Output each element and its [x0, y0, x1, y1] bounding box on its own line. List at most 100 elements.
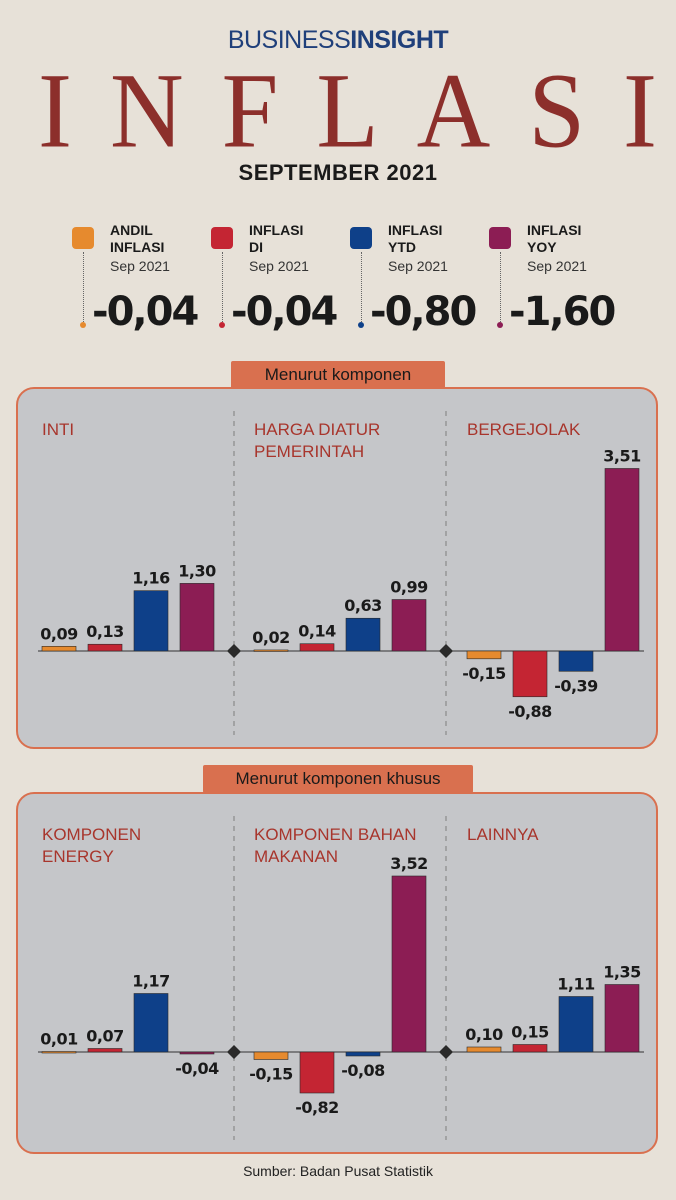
- bar: [41, 1051, 77, 1054]
- data-label: -0,88: [508, 702, 552, 721]
- bar: [604, 468, 640, 652]
- kpi-card: INFLASI DI Sep 2021 -0,04: [211, 222, 351, 342]
- kpi-label: INFLASI YOY: [527, 222, 582, 255]
- group-label: KOMPONEN BAHAN: [254, 825, 416, 844]
- data-label: 0,09: [40, 624, 78, 643]
- kpi-value: -0,04: [92, 289, 199, 335]
- data-label: 1,11: [557, 975, 595, 994]
- kpi-value: -0,04: [231, 289, 338, 335]
- data-label: -0,08: [341, 1061, 385, 1080]
- section2-title: Menurut komponen khusus: [203, 765, 473, 793]
- kpi-card: INFLASI YTD Sep 2021 -0,80: [350, 222, 490, 342]
- bar: [345, 1051, 381, 1057]
- bar-chart: KOMPONEN ENERGY 0,01 0,07 1,17 -0,04 KOMPONEN …: [38, 816, 644, 1140]
- legend-swatch: [211, 227, 233, 249]
- kpi-label: INFLASI YTD: [388, 222, 443, 255]
- group-label: MAKANAN: [254, 847, 338, 866]
- page-title: INFLASI: [38, 52, 676, 171]
- data-label: -0,15: [462, 664, 506, 683]
- bar: [512, 1044, 548, 1053]
- brand-part1: BUSINESS: [227, 26, 351, 54]
- bar: [466, 650, 502, 660]
- kpi-dot: [497, 322, 503, 328]
- group-label: INTI: [42, 420, 74, 439]
- bar: [391, 875, 427, 1053]
- bar: [133, 993, 169, 1053]
- bar: [253, 1051, 289, 1060]
- data-label: 0,02: [252, 628, 289, 647]
- data-label: -0,04: [175, 1059, 219, 1078]
- kpi-card: INFLASI YOY Sep 2021 -1,60: [489, 222, 629, 342]
- kpi-period: Sep 2021: [249, 258, 309, 274]
- bar: [604, 984, 640, 1053]
- bar: [41, 646, 77, 652]
- group-label: BERGEJOLAK: [467, 420, 581, 439]
- data-label: 0,10: [465, 1025, 503, 1044]
- page-subtitle: SEPTEMBER 2021: [238, 160, 438, 185]
- data-label: 1,30: [178, 561, 216, 580]
- bar-chart: INTI 0,09 0,13 1,16 1,30 HARGA DIATUR PEMERINT…: [38, 411, 644, 735]
- data-label: 0,13: [86, 622, 123, 641]
- kpi-connector: [500, 252, 501, 324]
- legend-swatch: [72, 227, 94, 249]
- axis-diamond: [439, 644, 453, 658]
- bar: [253, 649, 289, 652]
- group-label: KOMPONEN: [42, 825, 141, 844]
- data-label: 3,51: [603, 446, 641, 465]
- data-label: 1,35: [603, 963, 641, 982]
- data-label: -0,82: [295, 1098, 339, 1117]
- bar: [345, 617, 381, 652]
- bar: [133, 590, 169, 652]
- kpi-dot: [80, 322, 86, 328]
- source-note: Sumber: Badan Pusat Statistik: [243, 1163, 433, 1179]
- axis-diamond: [227, 644, 241, 658]
- group-label: ENERGY: [42, 847, 114, 866]
- legend-swatch: [489, 227, 511, 249]
- kpi-label: ANDIL INFLASI: [110, 222, 165, 255]
- data-label: 1,17: [132, 972, 169, 991]
- bar: [466, 1046, 502, 1053]
- kpi-connector: [222, 252, 223, 324]
- data-label: 3,52: [390, 854, 427, 873]
- kpi-connector: [361, 252, 362, 324]
- kpi-dot: [219, 322, 225, 328]
- axis-diamond: [227, 1045, 241, 1059]
- data-label: 1,16: [132, 569, 170, 588]
- data-label: 0,63: [344, 596, 381, 615]
- data-label: -0,15: [249, 1065, 293, 1084]
- data-label: 0,15: [511, 1023, 549, 1042]
- bar: [179, 583, 215, 652]
- kpi-period: Sep 2021: [527, 258, 587, 274]
- kpi-label: INFLASI DI: [249, 222, 304, 255]
- axis-diamond: [439, 1045, 453, 1059]
- kpi-period: Sep 2021: [388, 258, 448, 274]
- bar: [558, 996, 594, 1053]
- bar: [512, 650, 548, 698]
- chart-panel-komponen: INTI 0,09 0,13 1,16 1,30 HARGA DIATUR PEMERINT…: [16, 387, 658, 749]
- group-label: PEMERINTAH: [254, 442, 364, 461]
- data-label: -0,39: [554, 676, 598, 695]
- bar: [391, 599, 427, 652]
- bar: [558, 650, 594, 672]
- kpi-value: -1,60: [509, 289, 616, 335]
- brand-logo: BUSINESSINSIGHT: [0, 26, 676, 55]
- group-label: LAINNYA: [467, 825, 539, 844]
- legend-swatch: [350, 227, 372, 249]
- section1-title: Menurut komponen: [231, 361, 445, 389]
- kpi-period: Sep 2021: [110, 258, 170, 274]
- data-label: 0,99: [390, 578, 428, 597]
- data-label: 0,14: [298, 622, 336, 641]
- data-label: 0,01: [40, 1030, 78, 1049]
- brand-part2: INSIGHT: [350, 26, 449, 54]
- bar: [87, 643, 123, 652]
- chart-panel-komponen-khusus: KOMPONEN ENERGY 0,01 0,07 1,17 -0,04 KOMPONEN …: [16, 792, 658, 1154]
- kpi-card: ANDIL INFLASI Sep 2021 -0,04: [72, 222, 212, 342]
- kpi-connector: [83, 252, 84, 324]
- group-label: HARGA DIATUR: [254, 420, 380, 439]
- kpi-value: -0,80: [370, 289, 477, 335]
- bar: [299, 1051, 335, 1094]
- bar: [299, 643, 335, 652]
- bar: [87, 1048, 123, 1053]
- data-label: 0,07: [86, 1027, 123, 1046]
- kpi-dot: [358, 322, 364, 328]
